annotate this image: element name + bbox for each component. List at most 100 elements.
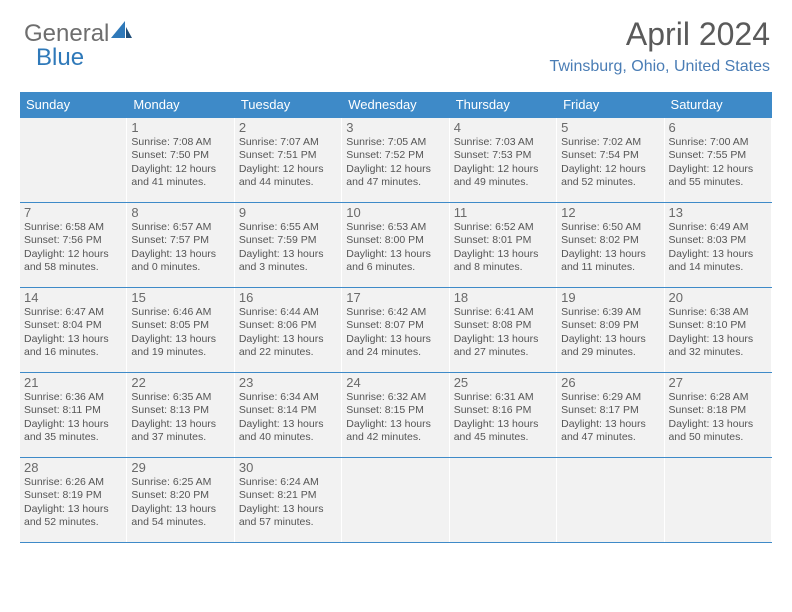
day-info-line: Daylight: 13 hours bbox=[669, 418, 767, 431]
day-cell: 17Sunrise: 6:42 AMSunset: 8:07 PMDayligh… bbox=[342, 288, 449, 372]
day-info-line: Daylight: 13 hours bbox=[131, 248, 229, 261]
day-cell: 11Sunrise: 6:52 AMSunset: 8:01 PMDayligh… bbox=[450, 203, 557, 287]
day-info-line: Sunset: 8:11 PM bbox=[24, 404, 122, 417]
day-info-line: and 44 minutes. bbox=[239, 176, 337, 189]
day-number: 21 bbox=[24, 375, 122, 390]
day-info-line: Daylight: 13 hours bbox=[239, 418, 337, 431]
day-number: 25 bbox=[454, 375, 552, 390]
day-info-line: Sunrise: 6:28 AM bbox=[669, 391, 767, 404]
location-label: Twinsburg, Ohio, United States bbox=[549, 58, 770, 76]
day-info-line: Daylight: 13 hours bbox=[131, 418, 229, 431]
day-number: 20 bbox=[669, 290, 767, 305]
day-info-line: Sunrise: 6:57 AM bbox=[131, 221, 229, 234]
day-info-line: Sunrise: 6:46 AM bbox=[131, 306, 229, 319]
week-row: 1Sunrise: 7:08 AMSunset: 7:50 PMDaylight… bbox=[20, 118, 772, 203]
day-cell: 20Sunrise: 6:38 AMSunset: 8:10 PMDayligh… bbox=[665, 288, 772, 372]
day-info-line: Sunset: 8:13 PM bbox=[131, 404, 229, 417]
day-number: 22 bbox=[131, 375, 229, 390]
dow-cell: Sunday bbox=[20, 92, 127, 118]
day-info-line: Daylight: 13 hours bbox=[454, 418, 552, 431]
day-info-line: Sunset: 7:54 PM bbox=[561, 149, 659, 162]
day-info-line: Sunrise: 6:42 AM bbox=[346, 306, 444, 319]
day-number: 30 bbox=[239, 460, 337, 475]
day-info-line: Sunset: 8:15 PM bbox=[346, 404, 444, 417]
day-info-line: and 40 minutes. bbox=[239, 431, 337, 444]
day-info-line: Daylight: 13 hours bbox=[131, 333, 229, 346]
day-number: 27 bbox=[669, 375, 767, 390]
day-number: 16 bbox=[239, 290, 337, 305]
day-cell: 1Sunrise: 7:08 AMSunset: 7:50 PMDaylight… bbox=[127, 118, 234, 202]
day-cell: 27Sunrise: 6:28 AMSunset: 8:18 PMDayligh… bbox=[665, 373, 772, 457]
day-info-line: Sunset: 8:05 PM bbox=[131, 319, 229, 332]
day-info-line: Sunset: 8:16 PM bbox=[454, 404, 552, 417]
day-info-line: Sunset: 7:57 PM bbox=[131, 234, 229, 247]
day-info-line: Daylight: 13 hours bbox=[454, 248, 552, 261]
day-info-line: and 6 minutes. bbox=[346, 261, 444, 274]
day-info-line: Sunset: 7:59 PM bbox=[239, 234, 337, 247]
day-number: 12 bbox=[561, 205, 659, 220]
day-info-line: Daylight: 13 hours bbox=[239, 503, 337, 516]
day-info-line: Sunset: 8:20 PM bbox=[131, 489, 229, 502]
day-info-line: and 27 minutes. bbox=[454, 346, 552, 359]
day-cell: 16Sunrise: 6:44 AMSunset: 8:06 PMDayligh… bbox=[235, 288, 342, 372]
day-info-line: and 58 minutes. bbox=[24, 261, 122, 274]
day-info-line: Sunrise: 6:41 AM bbox=[454, 306, 552, 319]
day-info-line: Sunrise: 7:00 AM bbox=[669, 136, 767, 149]
day-info-line: Sunset: 7:56 PM bbox=[24, 234, 122, 247]
day-info-line: Daylight: 12 hours bbox=[131, 163, 229, 176]
day-info-line: Sunrise: 7:05 AM bbox=[346, 136, 444, 149]
page-title: April 2024 bbox=[626, 16, 770, 53]
day-number: 11 bbox=[454, 205, 552, 220]
day-cell: 12Sunrise: 6:50 AMSunset: 8:02 PMDayligh… bbox=[557, 203, 664, 287]
logo-line2: Blue bbox=[36, 44, 84, 72]
day-number: 15 bbox=[131, 290, 229, 305]
day-info-line: Sunset: 8:02 PM bbox=[561, 234, 659, 247]
day-info-line: Sunset: 8:10 PM bbox=[669, 319, 767, 332]
day-number: 5 bbox=[561, 120, 659, 135]
dow-cell: Tuesday bbox=[235, 92, 342, 118]
day-cell: 8Sunrise: 6:57 AMSunset: 7:57 PMDaylight… bbox=[127, 203, 234, 287]
day-info-line: and 8 minutes. bbox=[454, 261, 552, 274]
dow-cell: Friday bbox=[557, 92, 664, 118]
day-info-line: Daylight: 12 hours bbox=[24, 248, 122, 261]
day-info-line: Daylight: 13 hours bbox=[346, 333, 444, 346]
day-info-line: Sunrise: 6:52 AM bbox=[454, 221, 552, 234]
weeks-container: 1Sunrise: 7:08 AMSunset: 7:50 PMDaylight… bbox=[20, 118, 772, 543]
day-cell bbox=[20, 118, 127, 202]
day-info-line: Sunrise: 6:58 AM bbox=[24, 221, 122, 234]
day-info-line: Daylight: 13 hours bbox=[24, 418, 122, 431]
dow-cell: Thursday bbox=[450, 92, 557, 118]
day-info-line: Daylight: 12 hours bbox=[239, 163, 337, 176]
day-info-line: Daylight: 12 hours bbox=[669, 163, 767, 176]
day-number: 23 bbox=[239, 375, 337, 390]
day-info-line: Daylight: 13 hours bbox=[561, 333, 659, 346]
day-info-line: Sunrise: 6:36 AM bbox=[24, 391, 122, 404]
day-number: 18 bbox=[454, 290, 552, 305]
day-info-line: Sunrise: 6:53 AM bbox=[346, 221, 444, 234]
day-number: 7 bbox=[24, 205, 122, 220]
day-info-line: Daylight: 13 hours bbox=[669, 333, 767, 346]
calendar: SundayMondayTuesdayWednesdayThursdayFrid… bbox=[20, 92, 772, 543]
day-info-line: and 0 minutes. bbox=[131, 261, 229, 274]
day-cell: 6Sunrise: 7:00 AMSunset: 7:55 PMDaylight… bbox=[665, 118, 772, 202]
day-info-line: and 47 minutes. bbox=[561, 431, 659, 444]
day-info-line: Daylight: 13 hours bbox=[24, 503, 122, 516]
day-info-line: Sunset: 8:17 PM bbox=[561, 404, 659, 417]
day-info-line: Daylight: 12 hours bbox=[561, 163, 659, 176]
day-info-line: and 16 minutes. bbox=[24, 346, 122, 359]
day-info-line: and 47 minutes. bbox=[346, 176, 444, 189]
day-info-line: Sunrise: 6:25 AM bbox=[131, 476, 229, 489]
day-info-line: and 52 minutes. bbox=[24, 516, 122, 529]
day-cell: 15Sunrise: 6:46 AMSunset: 8:05 PMDayligh… bbox=[127, 288, 234, 372]
day-info-line: and 42 minutes. bbox=[346, 431, 444, 444]
day-info-line: Sunrise: 6:26 AM bbox=[24, 476, 122, 489]
day-info-line: Sunrise: 6:31 AM bbox=[454, 391, 552, 404]
day-info-line: Sunrise: 7:03 AM bbox=[454, 136, 552, 149]
day-info-line: Sunrise: 6:44 AM bbox=[239, 306, 337, 319]
day-cell bbox=[665, 458, 772, 542]
day-info-line: and 22 minutes. bbox=[239, 346, 337, 359]
day-info-line: Sunrise: 7:08 AM bbox=[131, 136, 229, 149]
day-info-line: and 45 minutes. bbox=[454, 431, 552, 444]
day-info-line: and 14 minutes. bbox=[669, 261, 767, 274]
day-info-line: Sunset: 8:19 PM bbox=[24, 489, 122, 502]
